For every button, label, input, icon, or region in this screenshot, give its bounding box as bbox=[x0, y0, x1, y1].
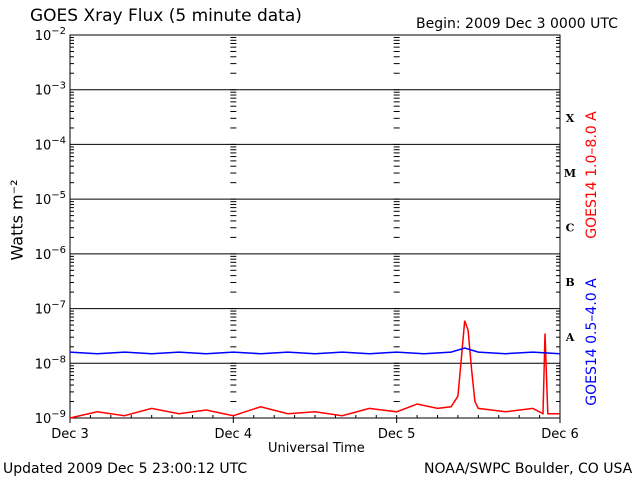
x-tick-label: Dec 4 bbox=[215, 427, 253, 442]
flare-class-C: C bbox=[566, 222, 575, 235]
x-tick-label: Dec 6 bbox=[541, 427, 579, 442]
x-tick-label: Dec 5 bbox=[378, 427, 416, 442]
plot-frame bbox=[69, 34, 561, 419]
y-tick-label-1e-6: 10−6 bbox=[35, 245, 66, 263]
begin-time-label: Begin: 2009 Dec 3 0000 UTC bbox=[416, 16, 618, 32]
credit-label: NOAA/SWPC Boulder, CO USA bbox=[424, 461, 633, 477]
flare-class-M: M bbox=[564, 167, 576, 180]
flare-class-X: X bbox=[566, 112, 575, 125]
series-long-line bbox=[69, 320, 560, 419]
legend-series-short: GOES14 0.5–4.0 A bbox=[584, 278, 600, 406]
updated-timestamp: Updated 2009 Dec 5 23:00:12 UTC bbox=[3, 461, 248, 477]
y-tick-label-1e-7: 10−7 bbox=[35, 300, 66, 318]
flare-class-B: B bbox=[565, 276, 574, 289]
y-tick-label-1e-9: 10−9 bbox=[35, 409, 66, 427]
flare-class-A: A bbox=[565, 331, 575, 344]
y-tick-label-1e-4: 10−4 bbox=[35, 135, 66, 153]
y-tick-label-1e-2: 10−2 bbox=[35, 26, 66, 44]
x-axis-label: Universal Time bbox=[268, 441, 365, 456]
y-tick-label-1e-8: 10−8 bbox=[35, 354, 66, 372]
series-short-line bbox=[69, 347, 561, 355]
y-tick-label-1e-3: 10−3 bbox=[35, 81, 66, 99]
y-axis-label: Watts m⁻² bbox=[7, 179, 27, 261]
y-tick-label-1e-5: 10−5 bbox=[35, 190, 66, 208]
x-tick-label: Dec 3 bbox=[51, 427, 89, 442]
legend-series-long: GOES14 1.0–8.0 A bbox=[584, 111, 600, 239]
chart-title: GOES Xray Flux (5 minute data) bbox=[30, 6, 302, 26]
